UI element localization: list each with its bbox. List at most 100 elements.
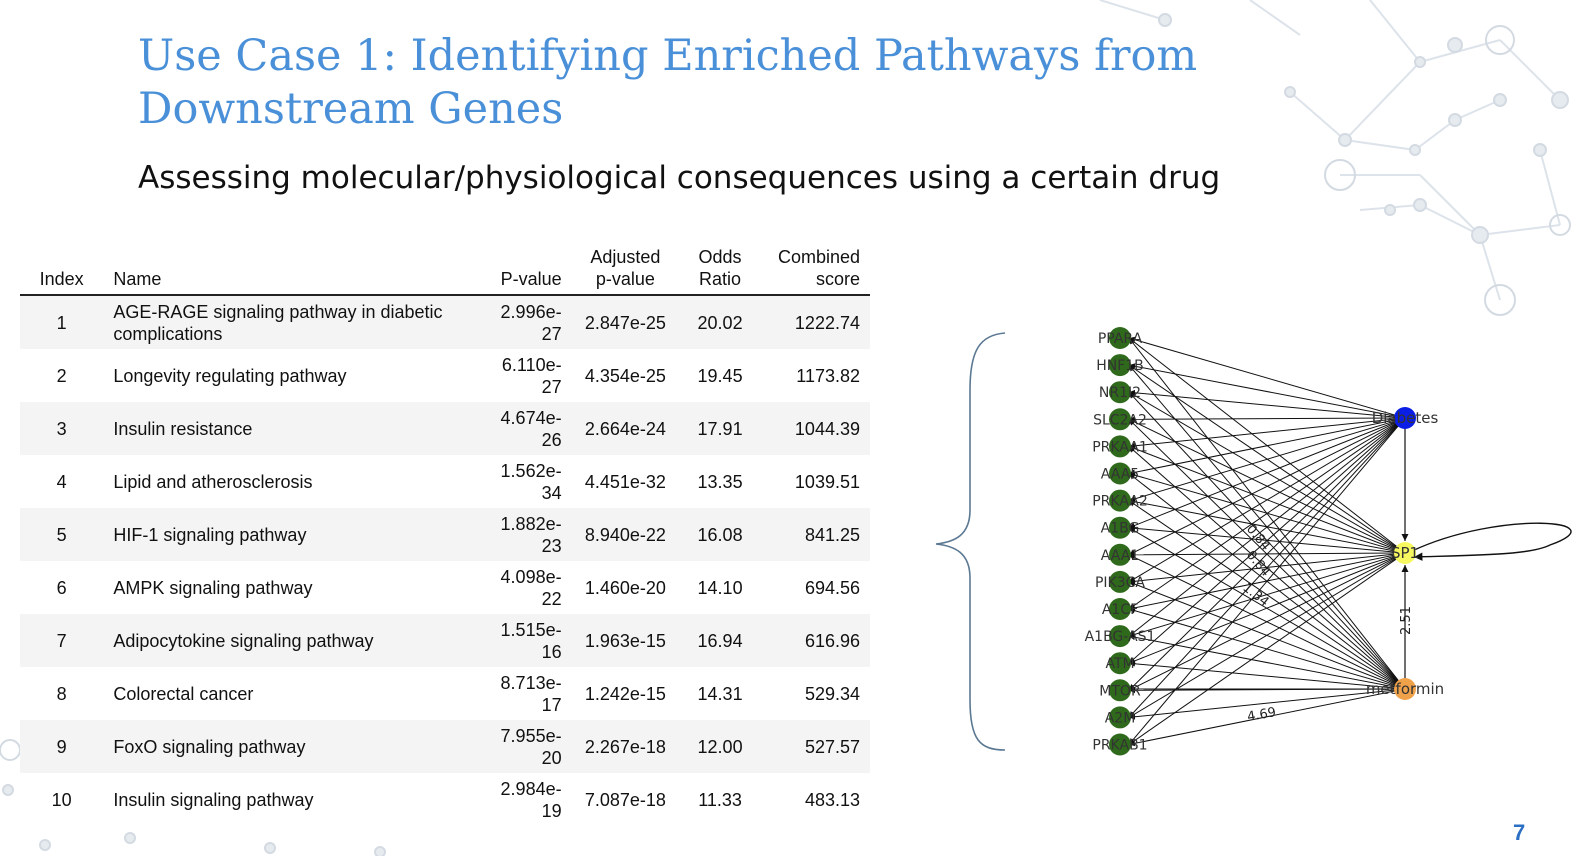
gene-label: ATM: [1105, 656, 1134, 672]
row-odds-ratio: 14.31: [697, 683, 743, 704]
gene-label: PRKAB1: [1092, 738, 1147, 754]
gene-node: [1109, 435, 1131, 458]
row-adjusted-p-value: 2.847e-25: [571, 295, 680, 349]
row-index: 3: [20, 402, 104, 455]
network-edge: [1128, 363, 1406, 419]
network-edge: [1128, 417, 1406, 610]
table-header-row: Index Name P-value Adjusted p-value Odds…: [20, 246, 870, 296]
network-edge: [1128, 417, 1406, 691]
header-adjusted-p-value: Adjusted p-value: [571, 246, 680, 296]
gene-node: [1109, 354, 1131, 377]
gene-node: [1109, 489, 1131, 512]
hub-node-metformin: [1394, 678, 1416, 700]
row-adjusted-p-value: 1.963e-15: [571, 614, 680, 667]
gene-label: A2M: [1105, 710, 1136, 726]
row-p-value: 7.955e-20: [489, 720, 572, 773]
row-odds-ratio: 16.94: [679, 614, 761, 667]
network-edge: [1128, 417, 1406, 529]
row-odds-ratio: 14.10: [697, 577, 743, 598]
gene-node: [1109, 706, 1131, 729]
gene-node: [1109, 408, 1131, 431]
network-edge: [1128, 660, 1406, 690]
network-edge: [1128, 417, 1406, 502]
network-edge: [1128, 417, 1406, 583]
page-number: 7: [1513, 820, 1526, 845]
row-p-value: 1.882e-23: [489, 508, 572, 561]
row-pathway-name: Insulin resistance: [103, 402, 490, 455]
edge-weight-label: 2.51: [1399, 606, 1414, 635]
row-combined-score: 483.13: [804, 789, 860, 810]
network-edge: [1128, 417, 1406, 637]
row-index: 6: [56, 577, 67, 598]
gene-label: HNF1B: [1096, 358, 1144, 374]
table-row: 4 Lipid and atherosclerosis 1.562e-34 4.451…: [20, 455, 870, 508]
row-combined-score: 1173.82: [796, 365, 860, 386]
gene-label: MTOR: [1099, 683, 1141, 699]
gene-label: A1CF: [1102, 602, 1138, 618]
row-index: 2: [56, 365, 67, 386]
hub-node-sp1: [1394, 542, 1416, 564]
row-pathway-name: AGE-RAGE signaling pathway in diabetic c…: [103, 295, 490, 349]
row-p-value: 6.110e-27: [501, 354, 562, 397]
gene-node: [1109, 625, 1131, 648]
row-adjusted-p-value: 4.451e-32: [584, 471, 666, 492]
table-row: 1 AGE-RAGE signaling pathway in diabetic …: [20, 295, 870, 349]
gene-label: AAA5: [1101, 467, 1139, 483]
row-adjusted-p-value: 1.242e-15: [584, 683, 666, 704]
row-pathway-name: Insulin signaling pathway: [113, 789, 314, 810]
row-p-value: 4.674e-26: [489, 402, 572, 455]
gene-node: [1109, 381, 1131, 404]
gene-label: A1BG-AS1: [1085, 629, 1156, 645]
row-index: 1: [20, 295, 104, 349]
gene-label: PRKAA1: [1092, 439, 1148, 455]
gene-node: [1109, 570, 1131, 593]
network-edge: [1128, 417, 1406, 718]
hub-label-diabetes: Diabetes: [1372, 409, 1439, 427]
hub-label-metformin: metformin: [1366, 680, 1444, 698]
network-edge: [1128, 417, 1406, 556]
row-combined-score: 529.34: [804, 683, 860, 704]
row-p-value: 1.562e-34: [500, 460, 562, 503]
row-index: 10: [51, 789, 72, 810]
table-row: 7 Adipocytokine signaling pathway 1.515e-1…: [20, 614, 870, 667]
network-edge: [1128, 417, 1406, 476]
row-combined-score: 1044.39: [760, 402, 870, 455]
sp1-self-loop: [1411, 522, 1572, 561]
row-index: 5: [20, 508, 104, 561]
network-edge: [1128, 336, 1406, 419]
gene-network-graph: 2.514.690.840.841.34 PPARAHNF1BNR1I2SLC2…: [1085, 327, 1572, 756]
row-adjusted-p-value: 8.940e-22: [571, 508, 680, 561]
enrichment-table: Index Name P-value Adjusted p-value Odds…: [20, 246, 870, 826]
row-p-value: 1.515e-16: [489, 614, 572, 667]
network-edge: [1128, 417, 1406, 449]
gene-node: [1109, 462, 1131, 485]
row-odds-ratio: 13.35: [697, 471, 743, 492]
row-adjusted-p-value: 1.460e-20: [584, 577, 666, 598]
row-pathway-name: Colorectal cancer: [113, 683, 254, 704]
edge-weight-label: 1.34: [1240, 580, 1272, 610]
gene-label: NR1I2: [1099, 385, 1141, 401]
gene-label: PIK3CA: [1095, 575, 1145, 591]
row-adjusted-p-value: 2.267e-18: [571, 720, 680, 773]
row-index: 9: [20, 720, 104, 773]
edge-weight-label: 4.69: [1246, 705, 1277, 725]
row-adjusted-p-value: 7.087e-18: [584, 789, 666, 810]
gene-label: A1BG: [1101, 521, 1140, 537]
row-p-value: 2.996e-27: [489, 295, 572, 349]
table-row: 8 Colorectal cancer 8.713e-17 1.242e-15 14.3…: [20, 667, 870, 720]
header-name: Name: [103, 246, 490, 296]
row-odds-ratio: 16.08: [679, 508, 761, 561]
network-edge: [1128, 417, 1406, 745]
table-row: 5 HIF-1 signaling pathway 1.882e-23 8.940e-…: [20, 508, 870, 561]
gene-node: [1109, 679, 1131, 702]
header-odds-ratio: Odds Ratio: [679, 246, 761, 296]
row-combined-score: 1039.51: [794, 471, 860, 492]
row-combined-score: 841.25: [760, 508, 870, 561]
row-adjusted-p-value: 4.354e-25: [584, 365, 666, 386]
gene-node: [1109, 327, 1131, 349]
gene-label: PRKAA2: [1092, 494, 1148, 510]
row-odds-ratio: 20.02: [679, 295, 761, 349]
gene-node: [1109, 543, 1131, 566]
gene-node: [1109, 598, 1131, 620]
row-pathway-name: Longevity regulating pathway: [113, 365, 347, 386]
